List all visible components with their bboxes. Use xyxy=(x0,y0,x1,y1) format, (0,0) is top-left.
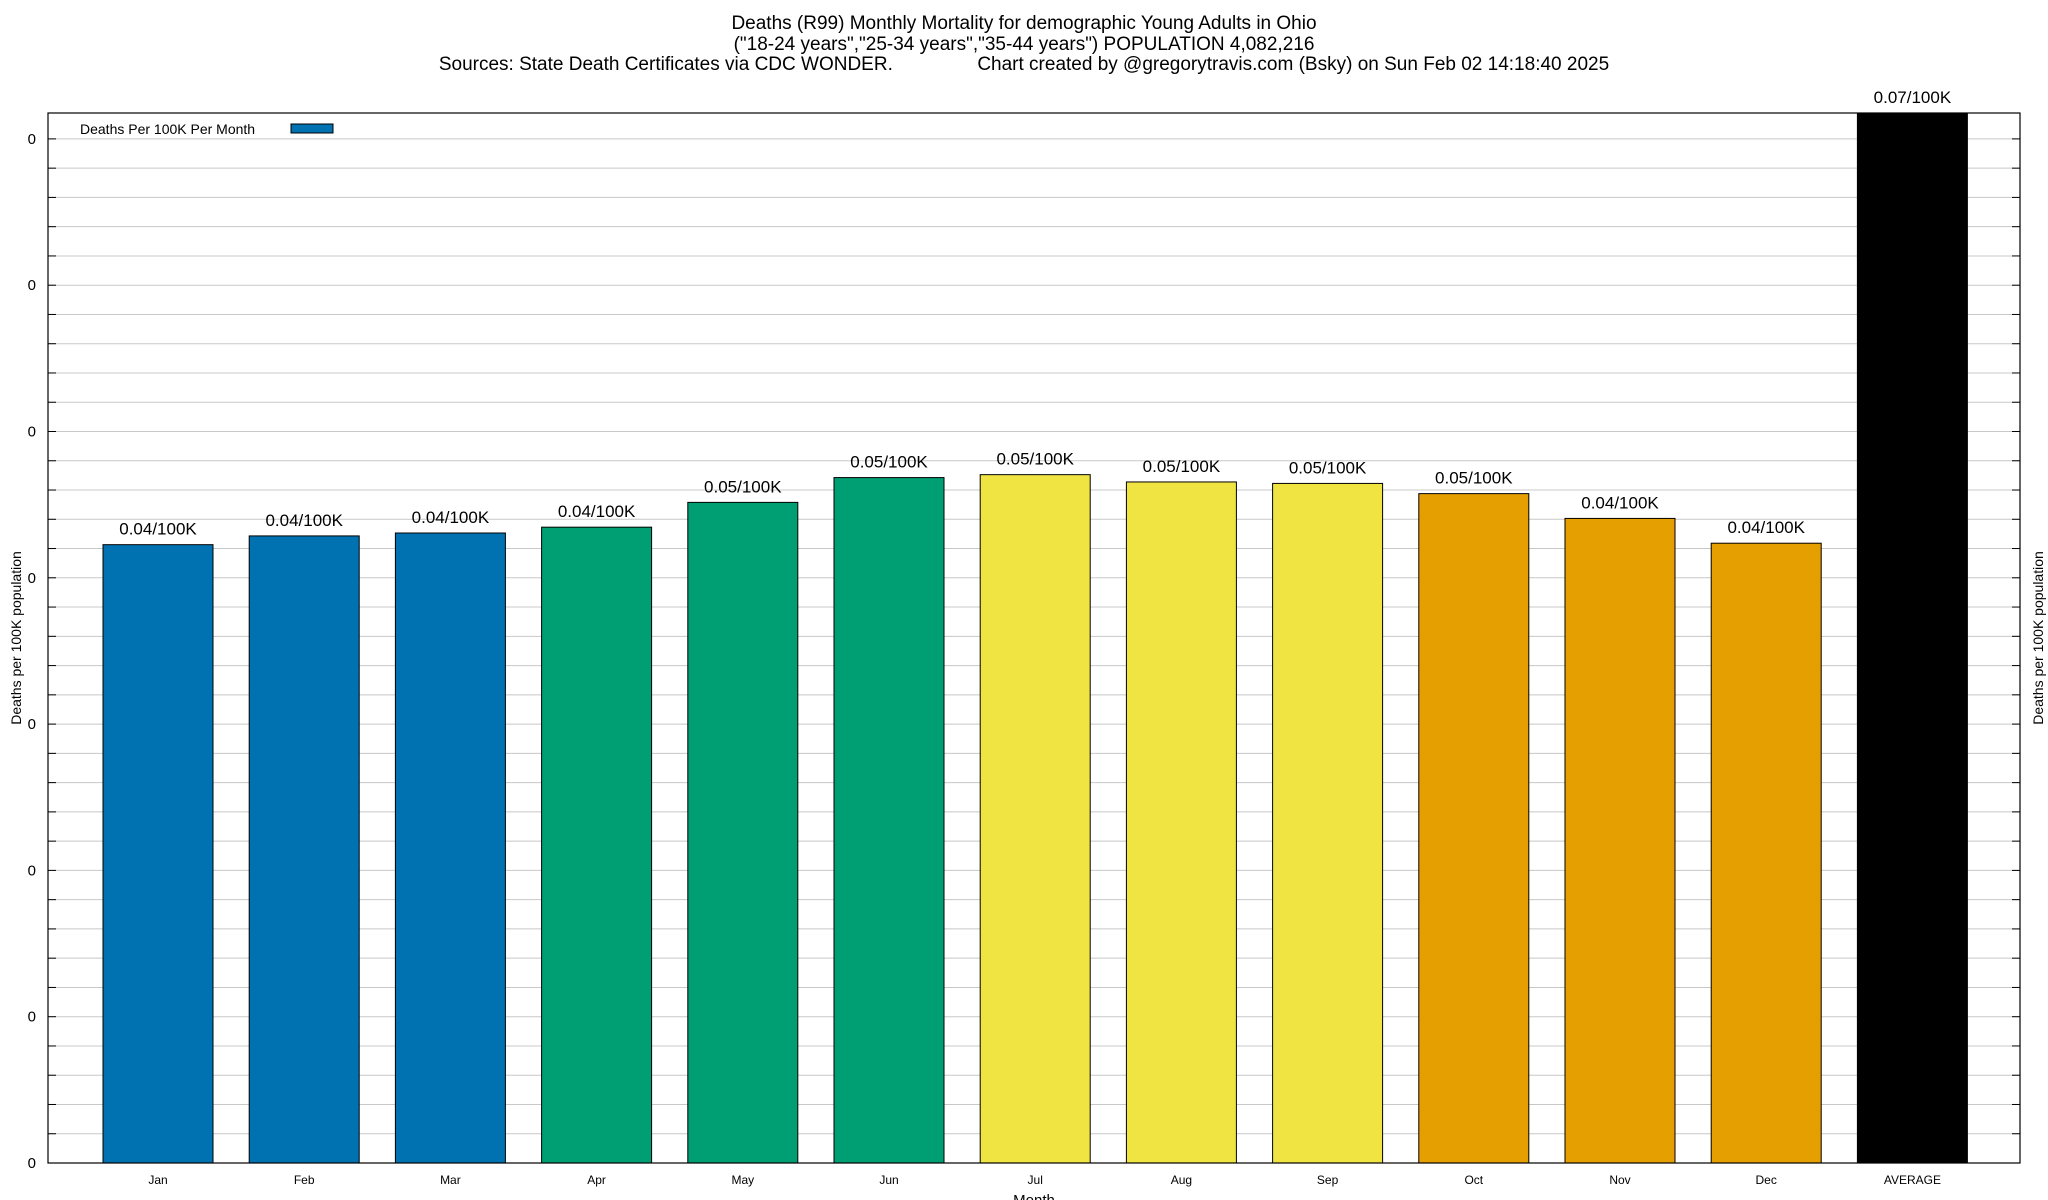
bar-sep xyxy=(1272,482,1384,1164)
bar-value-label: 0.04/100K xyxy=(412,508,490,527)
bar-jun xyxy=(833,477,945,1164)
bar-nov xyxy=(1564,517,1676,1164)
y-tick-label: 0 xyxy=(28,862,36,879)
x-axis-label: Month xyxy=(1013,1192,1055,1200)
y2-axis-label: Deaths per 100K population xyxy=(2030,551,2046,725)
bar-value-label: 0.07/100K xyxy=(1874,88,1952,107)
legend-label: Deaths Per 100K Per Month xyxy=(80,121,255,137)
legend: Deaths Per 100K Per Month xyxy=(80,121,334,137)
chart-title-line-2: ("18-24 years","25-34 years","35-44 year… xyxy=(733,34,1315,55)
bar-aug xyxy=(1125,481,1237,1164)
bar-may xyxy=(687,501,799,1164)
legend-swatch xyxy=(290,123,334,134)
bar-value-label: 0.05/100K xyxy=(1289,458,1367,477)
bar-apr xyxy=(541,526,653,1164)
bar-value-label: 0.04/100K xyxy=(1581,493,1659,512)
bar-value-label: 0.05/100K xyxy=(1143,457,1221,476)
x-tick-label: Mar xyxy=(440,1173,461,1187)
y-tick-label: 0 xyxy=(28,716,36,733)
bar-average xyxy=(1856,112,1968,1164)
bar-value-label: 0.04/100K xyxy=(119,520,197,539)
x-tick-label: AVERAGE xyxy=(1884,1173,1941,1187)
bar-jan xyxy=(102,544,214,1164)
bar-value-label: 0.05/100K xyxy=(996,450,1074,469)
y-tick-label: 0 xyxy=(28,277,36,294)
x-tick-label: Feb xyxy=(294,1173,315,1187)
labels-layer: 0 0 0 0 0 0 0 0 0.04/100K Jan 0.04/100K Feb 0.04/100… xyxy=(28,88,1952,1187)
bar-mar xyxy=(394,532,506,1164)
y-tick-label: 0 xyxy=(28,1155,36,1172)
bar-value-label: 0.04/100K xyxy=(265,511,343,530)
x-tick-label: Dec xyxy=(1756,1173,1777,1187)
bar-value-label: 0.04/100K xyxy=(1727,518,1805,537)
bar-dec xyxy=(1710,542,1822,1164)
bar-value-label: 0.04/100K xyxy=(558,502,636,521)
plot-frame xyxy=(47,112,2021,1164)
bar-oct xyxy=(1418,493,1530,1164)
y-tick-label: 0 xyxy=(28,131,36,148)
y-axis-label: Deaths per 100K population xyxy=(8,551,24,725)
y-tick-label: 0 xyxy=(28,1009,36,1026)
chart-title-line-3: Sources: State Death Certificates via CD… xyxy=(438,54,1610,75)
y-tick-label: 0 xyxy=(28,424,36,441)
x-tick-label: Oct xyxy=(1464,1173,1483,1187)
bar-value-label: 0.05/100K xyxy=(1435,469,1513,488)
x-tick-label: Jul xyxy=(1028,1173,1043,1187)
x-tick-label: Aug xyxy=(1171,1173,1192,1187)
bar-value-label: 0.05/100K xyxy=(704,477,782,496)
x-tick-label: Jun xyxy=(879,1173,898,1187)
x-tick-label: May xyxy=(731,1173,754,1187)
bar-value-label: 0.05/100K xyxy=(850,453,928,472)
x-tick-label: Jan xyxy=(148,1173,167,1187)
bars-layer xyxy=(102,112,1968,1164)
x-tick-label: Nov xyxy=(1609,1173,1630,1187)
bar-jul xyxy=(979,474,1091,1164)
chart-title-line-1: Deaths (R99) Monthly Mortality for demog… xyxy=(731,13,1317,34)
x-tick-label: Apr xyxy=(587,1173,606,1187)
x-tick-label: Sep xyxy=(1317,1173,1339,1187)
y-tick-label: 0 xyxy=(28,570,36,587)
bar-feb xyxy=(248,535,360,1164)
